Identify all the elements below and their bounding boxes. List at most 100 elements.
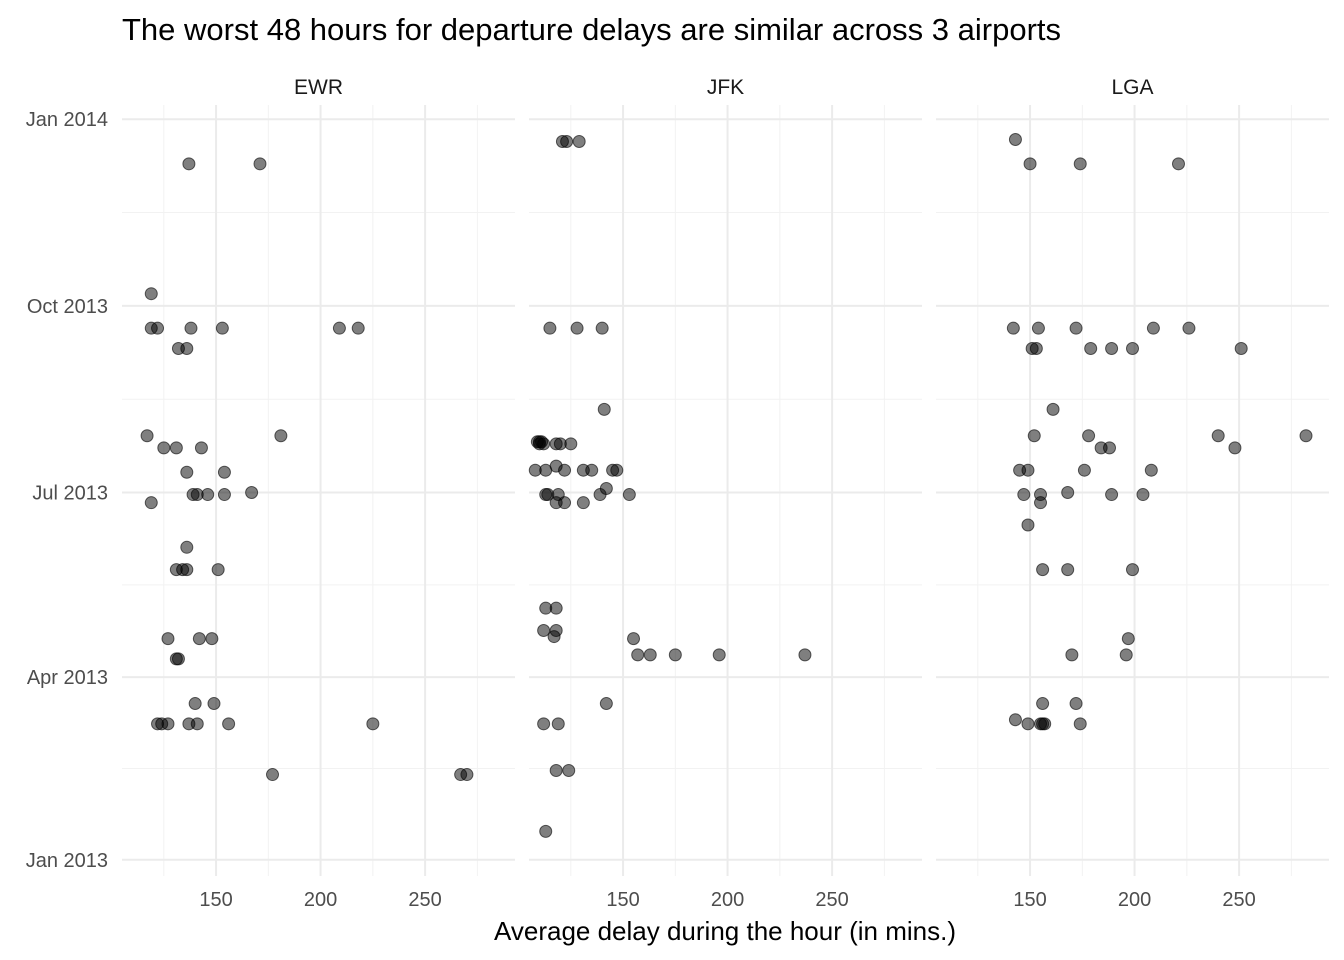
data-point	[1084, 341, 1098, 355]
panel-lga	[1006, 132, 1313, 731]
data-point	[161, 632, 175, 646]
data-point	[668, 648, 682, 662]
data-point	[599, 697, 613, 711]
data-point	[1021, 518, 1035, 532]
data-point	[558, 496, 572, 510]
data-point	[1146, 321, 1160, 335]
y-tick-label: Oct 2013	[27, 296, 108, 318]
data-point	[593, 488, 607, 502]
x-tick-label-lga-150: 150	[1013, 889, 1046, 911]
data-point	[1228, 441, 1242, 455]
data-point	[1073, 717, 1087, 731]
data-point	[180, 341, 194, 355]
y-tick-label: Jan 2013	[26, 850, 108, 872]
data-point	[1008, 713, 1022, 727]
data-point	[610, 463, 624, 477]
data-point	[1021, 717, 1035, 731]
data-point	[144, 287, 158, 301]
data-point	[180, 465, 194, 479]
data-point	[1077, 463, 1091, 477]
data-point	[560, 135, 574, 149]
data-point	[140, 429, 154, 443]
facet-label-jfk: JFK	[707, 76, 744, 99]
data-point	[595, 321, 609, 335]
data-point	[274, 429, 288, 443]
y-tick-label: Jan 2014	[26, 109, 108, 131]
x-tick-label-ewr-250: 250	[408, 889, 441, 911]
data-point	[217, 488, 231, 502]
x-tick-label-jfk-250: 250	[815, 889, 848, 911]
data-point	[1021, 463, 1035, 477]
x-tick-label-ewr-200: 200	[304, 889, 337, 911]
data-point	[169, 441, 183, 455]
data-point	[539, 463, 553, 477]
data-point	[1299, 429, 1313, 443]
data-point	[562, 763, 576, 777]
x-tick-label-lga-250: 250	[1222, 889, 1255, 911]
data-point	[1171, 157, 1185, 171]
panel-jfk	[528, 135, 812, 838]
data-point	[1073, 157, 1087, 171]
data-point	[180, 563, 194, 577]
data-point	[537, 437, 551, 451]
data-point	[597, 402, 611, 416]
axes: 150 200 250 EWR 150 200 250 JFK 150 200 250 LGA Jan …	[26, 76, 1256, 911]
data-point	[1027, 429, 1041, 443]
data-point	[564, 437, 578, 451]
data-point	[1008, 132, 1022, 146]
data-point	[1105, 488, 1119, 502]
data-point	[627, 632, 641, 646]
data-point	[576, 496, 590, 510]
data-point	[585, 463, 599, 477]
data-point	[215, 321, 229, 335]
data-point	[1082, 429, 1096, 443]
data-point	[537, 623, 551, 637]
data-point	[558, 463, 572, 477]
data-point	[1034, 496, 1048, 510]
data-point	[570, 321, 584, 335]
data-point	[192, 632, 206, 646]
data-point	[1182, 321, 1196, 335]
data-point	[537, 717, 551, 731]
chart-title: The worst 48 hours for departure delays …	[122, 12, 1061, 47]
data-point	[1036, 563, 1050, 577]
data-point	[211, 563, 225, 577]
data-point	[1234, 341, 1248, 355]
data-point	[1105, 341, 1119, 355]
data-point	[539, 824, 553, 838]
data-point	[1126, 563, 1139, 577]
data-point	[1046, 402, 1060, 416]
data-point	[643, 648, 657, 662]
data-point	[266, 768, 280, 782]
data-point	[1136, 488, 1150, 502]
panel-ewr	[140, 157, 474, 782]
data-point	[351, 321, 365, 335]
data-point	[207, 697, 221, 711]
data-point	[1036, 697, 1050, 711]
data-point	[631, 648, 645, 662]
data-point	[190, 717, 204, 731]
data-point	[551, 717, 565, 731]
data-point	[1061, 486, 1075, 500]
data-point	[205, 632, 219, 646]
data-point	[161, 717, 175, 731]
y-tick-label: Jul 2013	[32, 483, 108, 505]
data-point	[1069, 697, 1083, 711]
data-point	[460, 768, 474, 782]
data-point	[1103, 441, 1117, 455]
data-point	[184, 321, 198, 335]
data-point	[1031, 321, 1045, 335]
data-point	[543, 321, 557, 335]
data-point	[1006, 321, 1020, 335]
data-point	[1023, 157, 1037, 171]
x-tick-label-lga-200: 200	[1118, 889, 1151, 911]
data-point	[1029, 341, 1043, 355]
grid-lines	[122, 105, 1329, 876]
data-point	[151, 321, 165, 335]
data-point	[1017, 488, 1031, 502]
data-point	[201, 488, 215, 502]
data-point	[1144, 463, 1158, 477]
x-axis-label: Average delay during the hour (in mins.)	[494, 916, 956, 946]
data-point	[712, 648, 726, 662]
